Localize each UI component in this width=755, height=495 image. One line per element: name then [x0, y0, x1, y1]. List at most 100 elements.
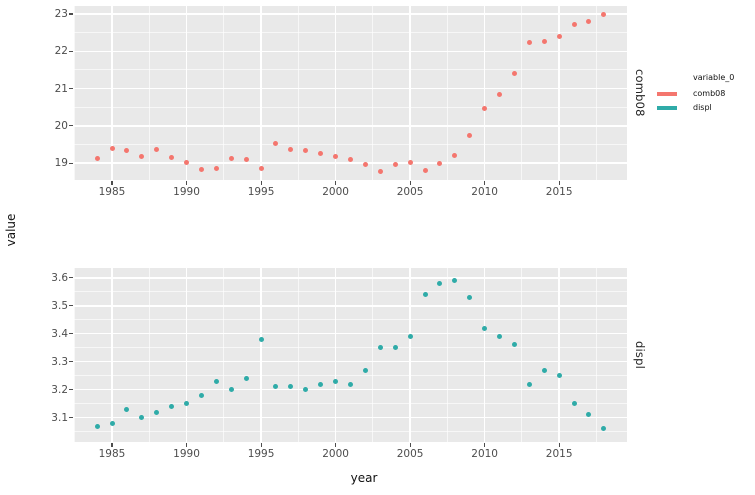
y-tick-mark — [69, 13, 73, 15]
data-point-displ — [467, 294, 473, 300]
gridline-major — [334, 6, 337, 180]
data-point-comb08 — [169, 155, 175, 161]
data-point-comb08 — [452, 152, 458, 158]
data-point-comb08 — [139, 154, 145, 160]
gridline-major — [111, 268, 113, 442]
y-tick-label: 22 — [54, 45, 68, 58]
data-point-displ — [184, 401, 190, 407]
gridline-minor — [223, 268, 225, 442]
data-point-displ — [169, 403, 175, 409]
data-point-displ — [198, 392, 204, 398]
legend: variable_0 comb08 displ — [657, 73, 734, 115]
x-axis-title: year — [350, 471, 378, 485]
gridline-major — [74, 305, 627, 307]
data-point-comb08 — [273, 140, 279, 146]
gridline-minor — [446, 6, 448, 180]
legend-item-displ: displ — [657, 101, 734, 115]
data-point-displ — [556, 373, 562, 379]
data-point-displ — [258, 336, 264, 342]
data-point-displ — [601, 426, 607, 432]
y-tick-label: 3.3 — [51, 355, 68, 368]
data-point-displ — [377, 345, 383, 351]
x-tick-mark — [185, 443, 188, 447]
facet-panel-comb08 — [74, 6, 627, 180]
y-tick-label: 3.1 — [51, 411, 68, 424]
gridline-major — [483, 6, 486, 180]
y-tick-label: 20 — [54, 119, 68, 132]
data-point-comb08 — [198, 166, 204, 172]
facet-strip-displ: displ — [633, 341, 647, 369]
gridline-minor — [74, 32, 627, 34]
gridline-major — [74, 277, 627, 279]
gridline-major — [74, 360, 627, 363]
data-point-comb08 — [288, 146, 294, 152]
data-point-comb08 — [407, 160, 413, 166]
data-point-displ — [303, 387, 309, 393]
legend-swatch-comb08 — [657, 92, 677, 96]
gridline-minor — [74, 375, 627, 377]
data-point-comb08 — [243, 156, 249, 162]
y-tick-mark — [69, 333, 73, 335]
data-point-displ — [243, 375, 249, 381]
data-point-displ — [362, 367, 368, 373]
x-tick-label: 2015 — [545, 186, 573, 198]
gridline-major — [260, 268, 262, 442]
data-point-comb08 — [482, 105, 488, 111]
gridline-minor — [446, 268, 448, 442]
gridline-major — [74, 388, 627, 391]
y-tick-mark — [69, 389, 73, 391]
y-axis-title: value — [4, 213, 18, 247]
data-point-displ — [437, 280, 443, 286]
gridline-major — [185, 6, 188, 180]
data-point-comb08 — [303, 148, 309, 154]
data-point-displ — [586, 412, 592, 418]
gridline-major — [74, 416, 627, 419]
x-tick-mark — [558, 181, 560, 185]
y-tick-label: 3.4 — [51, 327, 68, 340]
gridline-minor — [223, 6, 225, 180]
gridline-major — [74, 50, 627, 53]
gridline-minor — [297, 6, 299, 180]
gridline-minor — [74, 403, 627, 405]
data-point-comb08 — [497, 92, 503, 98]
data-point-comb08 — [348, 157, 353, 163]
legend-title: variable_0 — [693, 73, 735, 82]
gridline-major — [74, 162, 627, 164]
data-point-comb08 — [362, 162, 368, 168]
y-tick-label: 19 — [54, 157, 68, 170]
data-point-comb08 — [511, 71, 517, 77]
data-point-comb08 — [541, 38, 547, 44]
data-point-displ — [94, 423, 100, 429]
y-tick-mark — [69, 162, 73, 164]
data-point-comb08 — [422, 168, 428, 174]
gridline-major — [409, 268, 411, 442]
legend-swatch-displ — [657, 106, 677, 110]
x-tick-label: 2010 — [471, 448, 498, 460]
x-tick-label: 1990 — [173, 448, 200, 460]
data-point-comb08 — [124, 148, 130, 154]
gridline-minor — [372, 268, 374, 442]
data-point-comb08 — [109, 145, 115, 151]
data-point-comb08 — [571, 21, 577, 27]
x-tick-label: 1985 — [98, 448, 126, 460]
gridline-major — [74, 87, 627, 90]
x-tick-mark — [111, 443, 113, 447]
data-point-displ — [273, 384, 279, 390]
data-point-comb08 — [213, 165, 219, 171]
x-tick-label: 1995 — [247, 448, 275, 460]
gridline-minor — [297, 268, 299, 442]
gridline-minor — [521, 268, 523, 442]
data-point-comb08 — [437, 160, 443, 166]
gridline-minor — [74, 106, 627, 108]
y-tick-mark — [69, 417, 73, 419]
gridline-minor — [74, 319, 627, 321]
x-tick-mark — [484, 443, 486, 447]
data-point-displ — [526, 381, 532, 387]
data-point-displ — [109, 420, 115, 426]
data-point-comb08 — [318, 151, 324, 157]
gridline-minor — [74, 69, 627, 71]
gridline-major — [409, 6, 411, 180]
data-point-comb08 — [184, 159, 190, 165]
x-tick-label: 2015 — [545, 448, 573, 460]
